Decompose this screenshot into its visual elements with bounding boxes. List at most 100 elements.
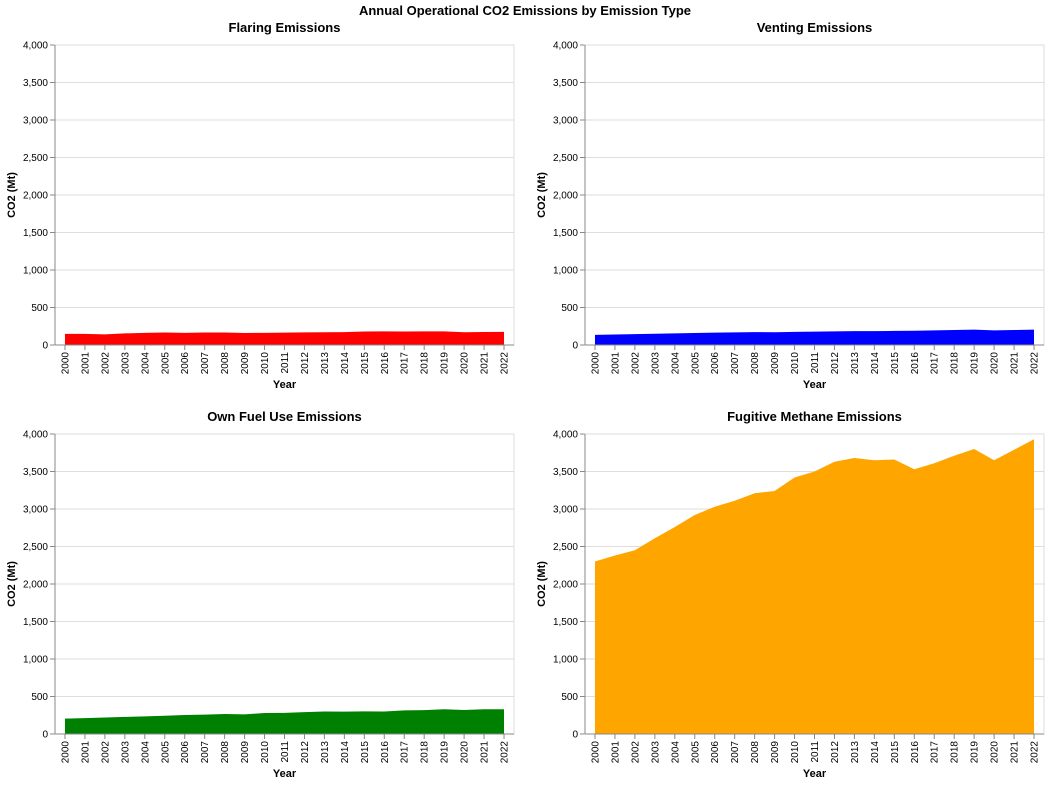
y-tick-label: 3,000: [23, 116, 48, 127]
x-tick-label: 2013: [320, 352, 331, 375]
y-tick-label: 2,000: [23, 580, 48, 591]
y-axis-title: CO2 (Mt): [536, 561, 548, 607]
x-tick-label: 2005: [690, 352, 701, 375]
panel-title: Own Fuel Use Emissions: [207, 409, 362, 424]
y-axis-title: CO2 (Mt): [536, 172, 548, 218]
x-tick-label: 2020: [460, 352, 471, 375]
x-tick-label: 2000: [590, 352, 601, 375]
x-tick-label: 2001: [610, 741, 621, 764]
x-tick-label: 2005: [160, 352, 171, 375]
x-tick-label: 2017: [400, 352, 411, 375]
x-tick-label: 2007: [730, 352, 741, 375]
area-series: [594, 439, 1035, 734]
x-tick-label: 2016: [380, 741, 391, 764]
x-tick-label: 2005: [160, 741, 171, 764]
y-tick-label: 2,500: [23, 542, 48, 553]
x-tick-label: 2020: [990, 352, 1001, 375]
panel-title: Fugitive Methane Emissions: [727, 409, 902, 424]
x-tick-label: 2004: [140, 741, 151, 764]
y-tick-label: 3,000: [553, 505, 578, 516]
x-tick-label: 2016: [910, 741, 921, 764]
x-tick-label: 2004: [670, 741, 681, 764]
x-tick-label: 2010: [260, 352, 271, 375]
x-tick-label: 2017: [930, 352, 941, 375]
x-tick-label: 2000: [60, 741, 71, 764]
x-tick-label: 2018: [950, 741, 961, 764]
x-tick-label: 2021: [1010, 352, 1021, 375]
x-tick-label: 2014: [340, 352, 351, 375]
x-tick-label: 2006: [180, 741, 191, 764]
x-tick-label: 2002: [630, 352, 641, 375]
x-tick-label: 2011: [810, 741, 821, 763]
x-tick-label: 2022: [1030, 352, 1041, 375]
x-tick-label: 2009: [770, 352, 781, 375]
x-axis-title: Year: [803, 379, 827, 391]
chart-panel-4: Fugitive Methane Emissions 0 500 1,000 1,500…: [536, 409, 1045, 780]
x-tick-label: 2004: [670, 352, 681, 375]
y-tick-label: 1,000: [23, 266, 48, 277]
x-tick-label: 2014: [870, 352, 881, 375]
y-tick-label: 0: [572, 341, 578, 352]
x-tick-label: 2011: [280, 741, 291, 763]
y-tick-label: 1,000: [553, 266, 578, 277]
x-tick-label: 2013: [850, 741, 861, 764]
y-tick-label: 0: [42, 730, 48, 741]
x-tick-label: 2018: [420, 741, 431, 764]
x-tick-label: 2008: [750, 352, 761, 375]
y-tick-label: 3,500: [553, 78, 578, 89]
x-tick-label: 2009: [240, 741, 251, 764]
y-tick-label: 2,500: [553, 542, 578, 553]
x-tick-label: 2009: [770, 741, 781, 764]
x-tick-label: 2022: [1030, 741, 1041, 764]
x-tick-label: 2019: [440, 352, 451, 375]
x-tick-label: 2003: [120, 352, 131, 375]
x-tick-label: 2012: [300, 352, 311, 375]
x-tick-label: 2015: [890, 352, 901, 375]
y-tick-label: 2,000: [553, 191, 578, 202]
panel-title: Venting Emissions: [757, 20, 873, 35]
x-tick-label: 2015: [360, 352, 371, 375]
x-tick-label: 2012: [830, 352, 841, 375]
x-tick-label: 2014: [870, 741, 881, 764]
y-tick-label: 4,000: [23, 41, 48, 52]
figure-title: Annual Operational CO2 Emissions by Emis…: [359, 3, 691, 18]
x-tick-label: 2002: [100, 352, 111, 375]
chart-panel-3: Own Fuel Use Emissions 0 500 1,000 1,500 2,00…: [6, 409, 515, 780]
x-tick-label: 2019: [440, 741, 451, 764]
x-tick-label: 2001: [610, 352, 621, 375]
x-tick-label: 2020: [460, 741, 471, 764]
y-tick-label: 2,000: [23, 191, 48, 202]
y-tick-label: 1,500: [23, 228, 48, 239]
x-tick-label: 2005: [690, 741, 701, 764]
x-tick-label: 2006: [180, 352, 191, 375]
x-tick-label: 2017: [930, 741, 941, 764]
x-tick-label: 2022: [500, 741, 511, 764]
x-tick-label: 2021: [480, 741, 491, 764]
x-tick-label: 2012: [300, 741, 311, 764]
x-tick-label: 2018: [420, 352, 431, 375]
x-tick-label: 2019: [970, 741, 981, 764]
x-tick-label: 2013: [320, 741, 331, 764]
area-series: [594, 329, 1035, 345]
x-tick-label: 2002: [630, 741, 641, 764]
y-tick-label: 1,000: [23, 655, 48, 666]
x-tick-label: 2016: [380, 352, 391, 375]
y-tick-label: 500: [561, 692, 578, 703]
x-tick-label: 2001: [80, 741, 91, 764]
y-tick-label: 2,500: [553, 153, 578, 164]
x-tick-label: 2011: [810, 352, 821, 374]
area-series: [64, 709, 505, 734]
y-tick-label: 1,500: [23, 617, 48, 628]
y-tick-label: 1,000: [553, 655, 578, 666]
y-tick-label: 1,500: [553, 228, 578, 239]
y-tick-label: 0: [42, 341, 48, 352]
y-tick-label: 500: [31, 303, 48, 314]
x-tick-label: 2001: [80, 352, 91, 375]
x-tick-label: 2019: [970, 352, 981, 375]
x-tick-label: 2010: [790, 741, 801, 764]
y-tick-label: 500: [561, 303, 578, 314]
y-axis-title: CO2 (Mt): [6, 172, 18, 218]
y-tick-label: 4,000: [553, 41, 578, 52]
x-tick-label: 2008: [220, 352, 231, 375]
